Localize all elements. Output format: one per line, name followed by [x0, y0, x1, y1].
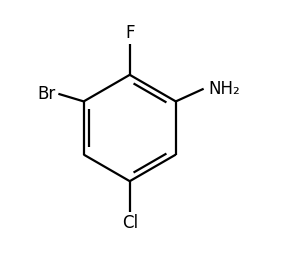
Text: F: F	[125, 24, 134, 42]
Text: Cl: Cl	[122, 214, 138, 232]
Text: NH₂: NH₂	[209, 80, 241, 98]
Text: Br: Br	[38, 85, 56, 103]
